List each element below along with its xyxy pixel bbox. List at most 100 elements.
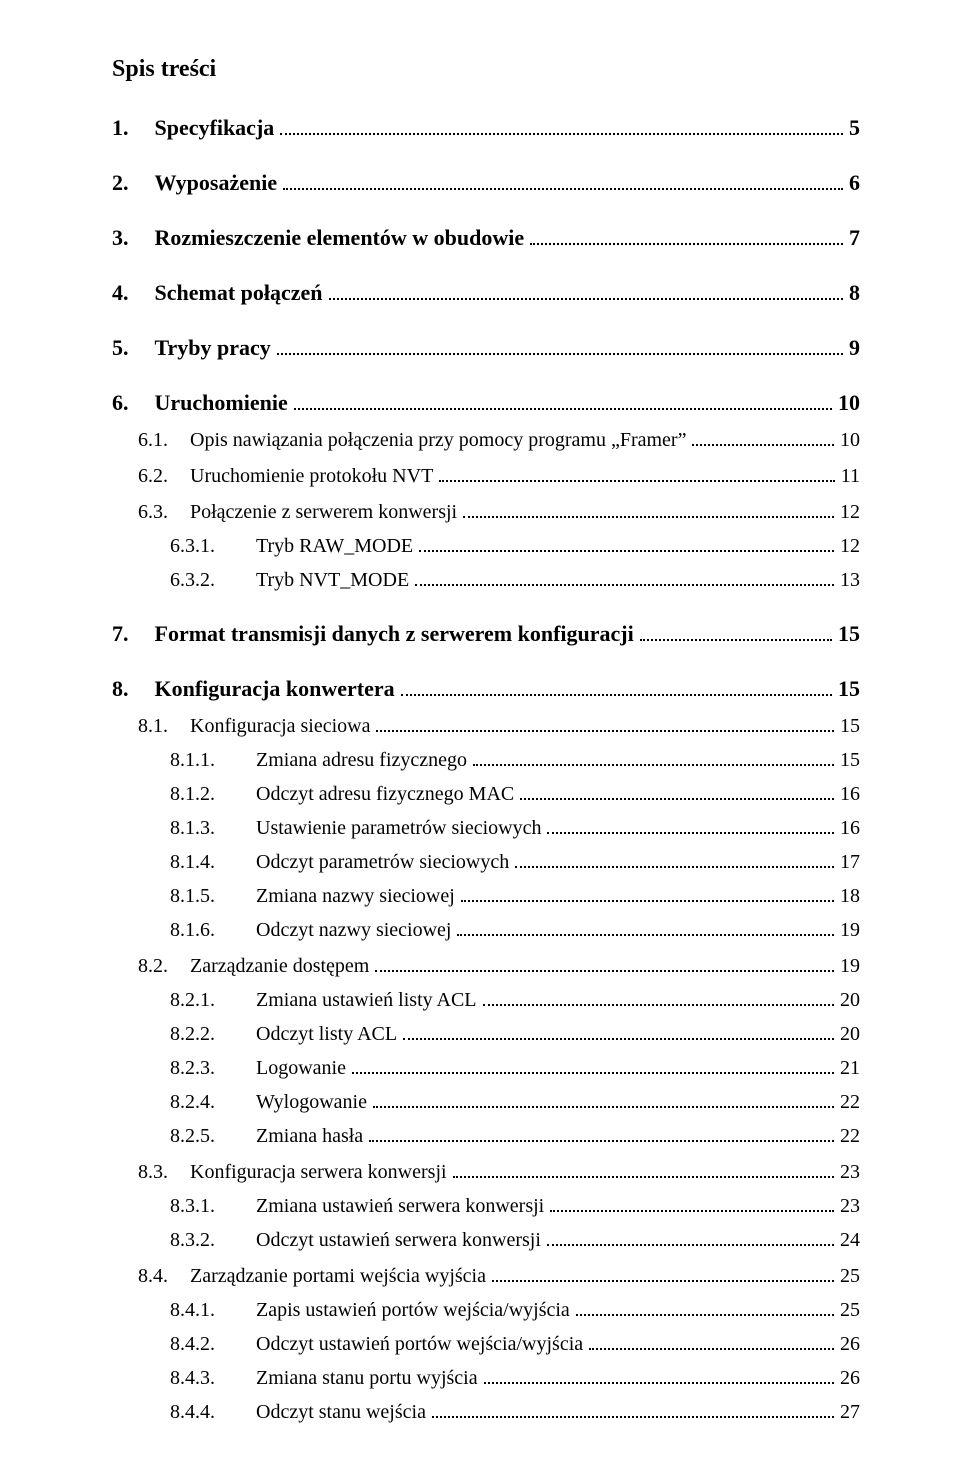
toc-entry-page: 19: [840, 951, 860, 981]
toc-leader-dots: [547, 816, 834, 834]
toc-entry: 8.1.2.Odczyt adresu fizycznego MAC16: [112, 779, 860, 809]
toc-leader-dots: [530, 225, 843, 245]
toc-leader-dots: [373, 1090, 834, 1108]
toc-entry-number: 6.: [112, 386, 129, 419]
toc-entry-number: 8.1.4.: [170, 847, 256, 877]
toc-leader-dots: [515, 850, 834, 868]
toc-entry-text: Odczyt stanu wejścia: [256, 1397, 426, 1427]
toc-entry-page: 15: [838, 617, 860, 650]
toc-entry-page: 12: [840, 531, 860, 561]
toc-leader-dots: [401, 676, 832, 696]
table-of-contents: 1.Specyfikacja52.Wyposażenie63.Rozmieszc…: [112, 111, 860, 1427]
toc-entry-number: 8.4.1.: [170, 1295, 256, 1325]
toc-entry-page: 15: [840, 711, 860, 741]
toc-entry-page: 26: [840, 1363, 860, 1393]
toc-entry-text: Odczyt parametrów sieciowych: [256, 847, 509, 877]
toc-entry-page: 10: [840, 425, 860, 455]
toc-entry-text: Wylogowanie: [256, 1087, 367, 1117]
toc-entry-page: 22: [840, 1087, 860, 1117]
toc-entry: 5.Tryby pracy9: [112, 331, 860, 364]
toc-entry-text: Konfiguracja sieciowa: [190, 711, 370, 741]
toc-leader-dots: [352, 1056, 834, 1074]
toc-entry-number: 1.: [112, 111, 129, 144]
toc-entry: 8.4.3.Zmiana stanu portu wyjścia26: [112, 1363, 860, 1393]
toc-entry-page: 21: [840, 1053, 860, 1083]
toc-entry-number: 6.2.: [138, 461, 168, 491]
toc-entry-number: 8.1.2.: [170, 779, 256, 809]
toc-entry: 8.2.Zarządzanie dostępem19: [112, 951, 860, 981]
toc-entry-page: 13: [840, 565, 860, 595]
toc-entry-text: Zarządzanie portami wejścia wyjścia: [190, 1261, 486, 1291]
toc-entry-text: Zmiana ustawień listy ACL: [256, 985, 477, 1015]
toc-entry: 8.1.3.Ustawienie parametrów sieciowych16: [112, 813, 860, 843]
toc-entry-text: Uruchomienie protokołu NVT: [190, 461, 433, 491]
toc-leader-dots: [280, 115, 843, 135]
toc-entry-page: 6: [849, 166, 860, 199]
toc-entry-number: 8.4.4.: [170, 1397, 256, 1427]
toc-entry-text: Specyfikacja: [155, 111, 275, 144]
toc-entry-page: 17: [840, 847, 860, 877]
toc-leader-dots: [484, 1366, 834, 1384]
toc-entry-page: 5: [849, 111, 860, 144]
toc-leader-dots: [439, 464, 834, 482]
toc-entry: 8.2.5.Zmiana hasła22: [112, 1121, 860, 1151]
toc-entry: 8.1.5.Zmiana nazwy sieciowej18: [112, 881, 860, 911]
toc-leader-dots: [576, 1298, 834, 1316]
toc-entry-page: 19: [840, 915, 860, 945]
toc-entry: 6.Uruchomienie10: [112, 386, 860, 419]
toc-entry-page: 25: [840, 1295, 860, 1325]
toc-entry-number: 8.2.1.: [170, 985, 256, 1015]
toc-entry-text: Zmiana ustawień serwera konwersji: [256, 1191, 544, 1221]
toc-entry-text: Format transmisji danych z serwerem konf…: [155, 617, 634, 650]
toc-entry-text: Połączenie z serwerem konwersji: [190, 497, 457, 527]
toc-entry-number: 5.: [112, 331, 129, 364]
toc-entry: 8.4.1.Zapis ustawień portów wejścia/wyjś…: [112, 1295, 860, 1325]
toc-entry: 6.1. Opis nawiązania połączenia przy pomo…: [112, 425, 860, 455]
toc-entry: 8.1.Konfiguracja sieciowa15: [112, 711, 860, 741]
toc-entry-text: Uruchomienie: [155, 386, 288, 419]
toc-entry-page: 8: [849, 276, 860, 309]
toc-entry-page: 27: [840, 1397, 860, 1427]
toc-entry: 2.Wyposażenie6: [112, 166, 860, 199]
toc-entry-text: Opis nawiązania połączenia przy pomocy p…: [190, 425, 686, 455]
toc-leader-dots: [492, 1264, 834, 1282]
toc-entry: 6.3.1.Tryb RAW_MODE12: [112, 531, 860, 561]
toc-entry-page: 23: [840, 1157, 860, 1187]
toc-entry: 8.2.1.Zmiana ustawień listy ACL20: [112, 985, 860, 1015]
toc-entry-text: Zapis ustawień portów wejścia/wyjścia: [256, 1295, 570, 1325]
toc-entry-text: Wyposażenie: [155, 166, 278, 199]
toc-entry-text: Tryb NVT_MODE: [256, 565, 409, 595]
toc-entry: 8.Konfiguracja konwertera15: [112, 672, 860, 705]
toc-entry-number: 8.1.3.: [170, 813, 256, 843]
toc-entry-number: 8.4.: [138, 1261, 168, 1291]
toc-entry-page: 18: [840, 881, 860, 911]
toc-entry-number: 8.3.2.: [170, 1225, 256, 1255]
toc-entry-page: 25: [840, 1261, 860, 1291]
toc-leader-dots: [376, 714, 834, 732]
toc-leader-dots: [461, 884, 834, 902]
toc-entry-page: 16: [840, 779, 860, 809]
toc-entry: 4.Schemat połączeń8: [112, 276, 860, 309]
toc-leader-dots: [520, 782, 834, 800]
toc-entry-number: 8.3.: [138, 1157, 168, 1187]
toc-leader-dots: [457, 918, 834, 936]
toc-entry-text: Schemat połączeń: [155, 276, 323, 309]
toc-entry-number: 6.1.: [138, 425, 168, 455]
toc-entry-number: 8.2.5.: [170, 1121, 256, 1151]
toc-entry-text: Odczyt ustawień serwera konwersji: [256, 1225, 541, 1255]
toc-entry: 6.3.2.Tryb NVT_MODE13: [112, 565, 860, 595]
toc-leader-dots: [277, 335, 843, 355]
toc-leader-dots: [415, 568, 834, 586]
toc-leader-dots: [692, 428, 834, 446]
toc-entry-text: Zmiana hasła: [256, 1121, 363, 1151]
toc-entry-page: 15: [840, 745, 860, 775]
toc-entry: 8.4.4.Odczyt stanu wejścia 27: [112, 1397, 860, 1427]
toc-entry-number: 8.3.1.: [170, 1191, 256, 1221]
toc-leader-dots: [463, 500, 834, 518]
toc-entry-text: Tryby pracy: [155, 331, 271, 364]
toc-entry: 6.2.Uruchomienie protokołu NVT11: [112, 461, 860, 491]
toc-entry-number: 8.1.5.: [170, 881, 256, 911]
toc-leader-dots: [283, 170, 843, 190]
toc-entry: 7.Format transmisji danych z serwerem ko…: [112, 617, 860, 650]
toc-leader-dots: [589, 1332, 834, 1350]
